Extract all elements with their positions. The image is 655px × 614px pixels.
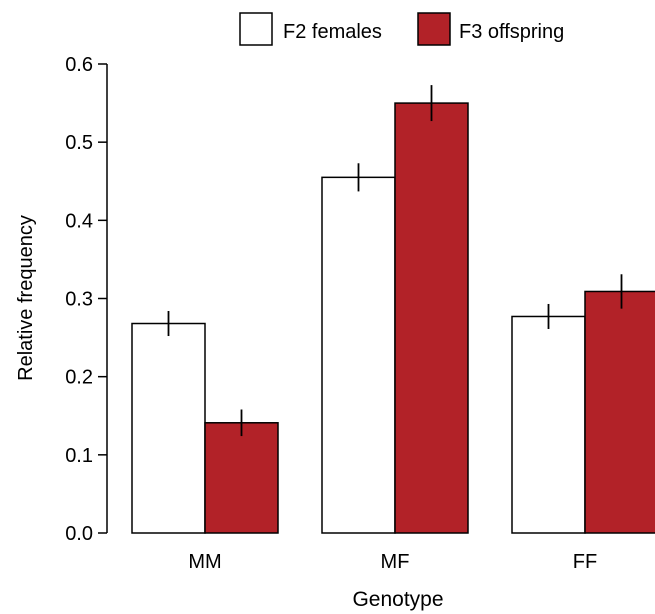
y-axis: 0.0 0.1 0.2 0.3 0.4 0.5 0.6 xyxy=(65,54,108,545)
bar-mm-f3-offspring xyxy=(204,422,279,534)
x-tick-label-mf: MF xyxy=(381,551,410,573)
y-axis-title: Relative frequency xyxy=(15,215,37,381)
x-tick-label-mm: MM xyxy=(188,551,221,573)
y-tick-label: 0.2 xyxy=(65,367,93,389)
bar-ff-f3-offspring xyxy=(584,290,655,534)
legend-label-f3-offspring: F3 offspring xyxy=(459,21,564,43)
y-tick-label: 0.1 xyxy=(65,445,93,467)
y-tick-label: 0.3 xyxy=(65,289,93,311)
bar-ff-f2-females xyxy=(511,315,586,534)
legend: F2 females F3 offspring xyxy=(239,12,564,46)
x-axis-title: Genotype xyxy=(352,588,443,611)
y-tick-label: 0.0 xyxy=(65,523,93,545)
legend-swatch-f3-offspring xyxy=(417,12,451,46)
bar-mf-f2-females xyxy=(321,176,396,534)
y-tick-label: 0.4 xyxy=(65,210,93,232)
bar-mm-f2-females xyxy=(131,322,206,534)
category-labels: MM MF FF xyxy=(188,551,597,573)
legend-swatch-f2-females xyxy=(239,12,273,46)
y-tick-label: 0.6 xyxy=(65,54,93,76)
x-tick-label-ff: FF xyxy=(573,551,597,573)
y-tick-label: 0.5 xyxy=(65,132,93,154)
bars xyxy=(131,85,655,534)
legend-label-f2-females: F2 females xyxy=(283,21,382,43)
bar-mf-f3-offspring xyxy=(394,102,469,534)
